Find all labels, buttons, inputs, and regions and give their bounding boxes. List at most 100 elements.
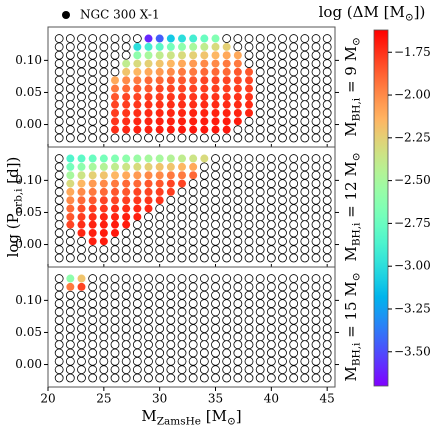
open-marker [121, 307, 131, 317]
open-marker [322, 162, 332, 172]
open-marker [266, 92, 276, 102]
open-marker [278, 50, 287, 60]
open-marker [311, 179, 321, 188]
open-marker [300, 154, 310, 163]
open-marker [88, 253, 98, 263]
open-marker [54, 212, 64, 222]
open-marker [289, 236, 299, 246]
open-marker [54, 274, 64, 283]
open-marker [177, 340, 187, 350]
open-marker [77, 315, 86, 325]
open-marker [188, 348, 198, 358]
open-marker [255, 67, 265, 77]
open-marker [322, 108, 332, 118]
open-marker [155, 307, 165, 317]
filled-marker [211, 84, 220, 93]
open-marker [278, 116, 287, 126]
filled-marker [122, 125, 131, 134]
open-marker [88, 245, 98, 255]
filled-marker [233, 92, 242, 101]
open-marker [233, 42, 243, 52]
open-marker [222, 133, 232, 143]
filled-marker [133, 187, 142, 196]
open-marker [311, 154, 321, 163]
open-marker [255, 154, 265, 163]
open-marker [266, 348, 276, 358]
open-marker [188, 299, 198, 308]
open-marker [289, 299, 299, 308]
open-marker [322, 50, 332, 60]
filled-marker [66, 282, 75, 291]
open-marker [88, 133, 98, 143]
open-marker [199, 315, 209, 325]
open-marker [300, 332, 310, 342]
filled-marker [211, 59, 220, 68]
open-marker [99, 116, 109, 126]
open-marker [233, 170, 243, 180]
filled-marker [178, 92, 187, 101]
filled-marker [66, 154, 75, 163]
open-marker [278, 108, 287, 118]
filled-marker [178, 84, 187, 93]
filled-marker [200, 154, 209, 163]
open-marker [166, 356, 176, 366]
open-marker [278, 299, 287, 308]
open-marker [121, 365, 131, 375]
open-marker [54, 187, 64, 197]
filled-marker [189, 84, 198, 93]
filled-marker [189, 171, 198, 180]
open-marker [199, 307, 209, 317]
open-marker [322, 307, 332, 317]
open-marker [266, 220, 276, 230]
open-marker [121, 133, 131, 143]
open-marker [222, 282, 232, 292]
filled-marker [122, 162, 131, 171]
open-marker [65, 125, 75, 135]
open-marker [255, 59, 265, 68]
legend-label: NGC 300 X-1 [80, 8, 160, 22]
open-marker [300, 220, 310, 230]
filled-marker [111, 125, 120, 134]
open-marker [88, 125, 98, 135]
panel-label: MBH,i = 9 M⊙ [342, 37, 363, 137]
open-marker [121, 290, 131, 300]
open-marker [300, 245, 310, 255]
open-marker [266, 50, 276, 60]
open-marker [255, 324, 265, 334]
open-marker [54, 236, 64, 246]
open-marker [77, 245, 86, 255]
filled-marker [178, 108, 187, 117]
open-marker [144, 348, 153, 358]
open-marker [233, 356, 243, 366]
open-marker [166, 133, 176, 143]
open-marker [211, 373, 220, 383]
filled-marker [166, 117, 175, 126]
open-marker [54, 195, 64, 205]
open-marker [99, 75, 109, 85]
filled-marker [245, 100, 254, 109]
filled-marker [211, 34, 220, 43]
open-marker [99, 245, 109, 255]
open-marker [155, 348, 165, 358]
open-marker [266, 34, 276, 43]
open-marker [77, 34, 86, 43]
filled-marker [233, 84, 242, 93]
open-marker [177, 274, 187, 283]
filled-marker [77, 154, 86, 163]
x-axis-label-part: [M [201, 407, 227, 425]
open-marker [255, 253, 265, 263]
open-marker [266, 108, 276, 118]
open-marker [99, 92, 109, 102]
open-marker [199, 290, 209, 300]
open-marker [255, 42, 265, 52]
open-marker [278, 340, 287, 350]
open-marker [222, 373, 232, 383]
open-marker [144, 332, 153, 342]
open-marker [300, 253, 310, 263]
x-tick-label: 30 [152, 392, 167, 406]
open-marker [166, 299, 176, 308]
open-marker [65, 340, 75, 350]
open-marker [188, 356, 198, 366]
open-marker [322, 373, 332, 383]
filled-marker [166, 59, 175, 68]
